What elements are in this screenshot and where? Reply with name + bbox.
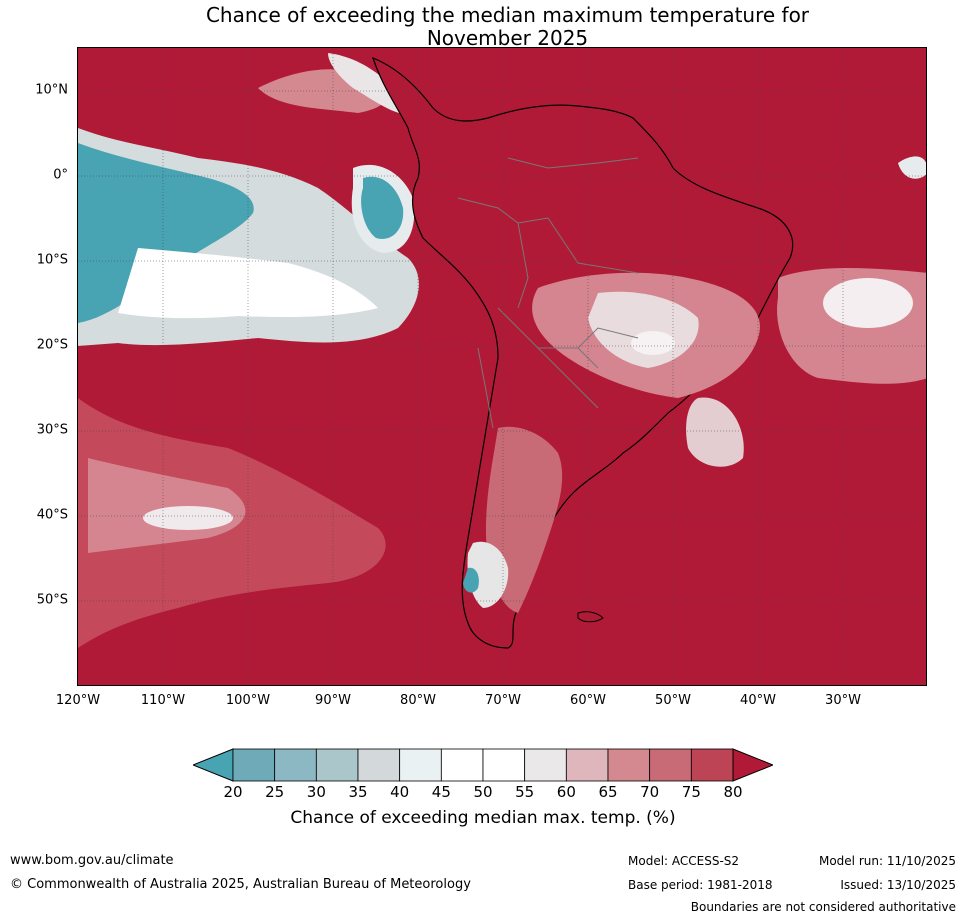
colorbar-segment — [232, 748, 276, 782]
lon-label-70w: 70°W — [485, 693, 521, 708]
lon-label-40w: 40°W — [740, 693, 776, 708]
lat-label-0: 0° — [53, 167, 68, 183]
lon-label-60w: 60°W — [570, 693, 606, 708]
equatorial-atlantic-patch — [898, 156, 926, 179]
colorbar-tick-label: 70 — [640, 783, 660, 801]
colorbar-segment — [482, 748, 526, 782]
atlantic-neutral-spot — [823, 278, 913, 328]
colorbar-tick-label: 30 — [306, 783, 326, 801]
footer-url[interactable]: www.bom.gov.au/climate — [10, 853, 174, 868]
footer-copyright: © Commonwealth of Australia 2025, Austra… — [10, 877, 471, 892]
lon-label-100w: 100°W — [225, 693, 271, 708]
falkland-islands — [577, 611, 604, 623]
lon-label-80w: 80°W — [400, 693, 436, 708]
colorbar-segment — [565, 748, 609, 782]
pacific-neutral-band — [118, 248, 378, 319]
title-line-1: Chance of exceeding the median maximum t… — [205, 3, 810, 27]
colorbar-tick-label: 40 — [390, 783, 410, 801]
colorbar-segment — [315, 748, 359, 782]
colorbar-segment — [607, 748, 651, 782]
pacific-very-cool-core — [78, 143, 254, 323]
lat-label-20s: 20°S — [36, 337, 68, 353]
colorbar-tick-label: 60 — [556, 783, 576, 801]
footer-model-run: Model run: 11/10/2025 — [818, 854, 956, 868]
map-title: Chance of exceeding the median maximum t… — [0, 4, 965, 50]
colorbar-segment — [274, 748, 317, 782]
lon-label-50w: 50°W — [655, 693, 691, 708]
colorbar-tick-label: 35 — [348, 783, 368, 801]
lat-label-10s: 10°S — [36, 252, 68, 268]
colorbar-tick-label: 55 — [515, 783, 535, 801]
map-canvas — [78, 48, 926, 685]
graticule — [78, 48, 926, 685]
colorbar-segment — [399, 748, 442, 782]
colorbar-tick-label: 25 — [265, 783, 285, 801]
colorbar — [193, 748, 773, 782]
colorbar-segment — [690, 748, 734, 782]
lat-label-30s: 30°S — [36, 422, 68, 438]
map-panel — [77, 47, 927, 686]
title-line-2: November 2025 — [426, 26, 589, 50]
colorbar-tick-label: 75 — [681, 783, 701, 801]
patagonia-neutral — [467, 541, 509, 608]
lat-label-10n: 10°N — [35, 82, 68, 98]
colorbar-tick-label: 45 — [431, 783, 451, 801]
colorbar-min-arrow — [193, 748, 234, 782]
colorbar-segment — [357, 748, 401, 782]
colorbar-label: Chance of exceeding median max. temp. (%… — [290, 808, 676, 828]
country-borders — [457, 157, 639, 429]
colorbar-segment — [649, 748, 692, 782]
footer-issued: Issued: 13/10/2025 — [840, 878, 956, 892]
colorbar-tick-label: 65 — [598, 783, 618, 801]
colorbar-tick-label: 50 — [473, 783, 493, 801]
lon-label-120w: 120°W — [55, 693, 101, 708]
lat-label-50s: 50°S — [36, 592, 68, 608]
lat-label-40s: 40°S — [36, 507, 68, 523]
colorbar-tick-label: 20 — [223, 783, 243, 801]
colorbar-max-arrow — [732, 748, 773, 782]
lon-label-90w: 90°W — [315, 693, 351, 708]
colorbar-tick-label: 80 — [723, 783, 743, 801]
footer-model: Model: ACCESS-S2 — [628, 854, 740, 868]
galapagos-cool-core — [361, 176, 404, 239]
south-atlantic-east-patch — [686, 397, 744, 467]
footer-disclaimer: Boundaries are not considered authoritat… — [690, 900, 956, 914]
south-pacific-neutral-spot — [143, 506, 233, 530]
colorbar-segment — [440, 748, 484, 782]
lon-label-30w: 30°W — [825, 693, 861, 708]
colorbar-segment — [524, 748, 567, 782]
patagonia-cool-spot — [463, 567, 479, 593]
colorbar-segments — [232, 748, 734, 782]
footer-base-period: Base period: 1981-2018 — [628, 878, 773, 892]
lon-label-110w: 110°W — [140, 693, 186, 708]
brazil-neutral-spot — [631, 331, 675, 355]
south-pacific-pale — [88, 458, 246, 553]
